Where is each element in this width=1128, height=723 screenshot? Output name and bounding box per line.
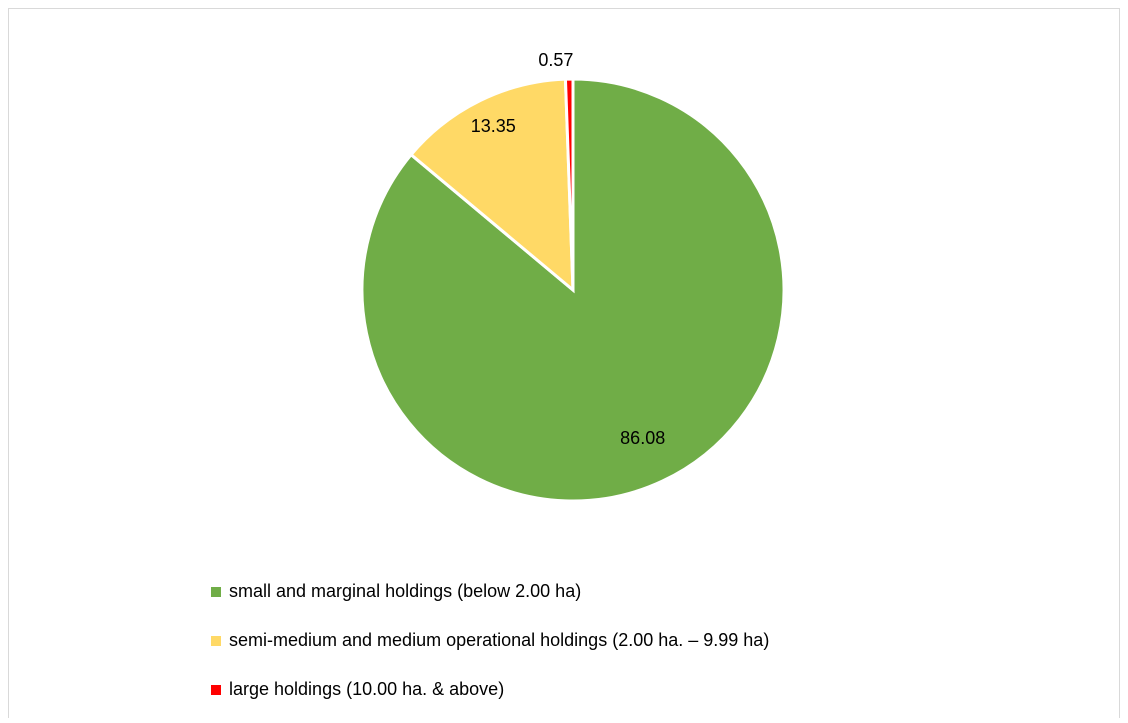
pie-slice [408,77,575,294]
legend-swatch [211,685,221,695]
data-label: 13.35 [471,116,516,136]
legend-label: semi-medium and medium operational holdi… [229,630,769,650]
pie-slice [563,77,575,291]
legend-label: small and marginal holdings (below 2.00 … [229,581,581,601]
legend-swatch [211,587,221,597]
legend-swatch [211,636,221,646]
legend-label: large holdings (10.00 ha. & above) [229,679,504,699]
data-label: 0.57 [538,50,573,70]
data-label: 86.08 [620,428,665,448]
chart-border [8,8,1120,718]
